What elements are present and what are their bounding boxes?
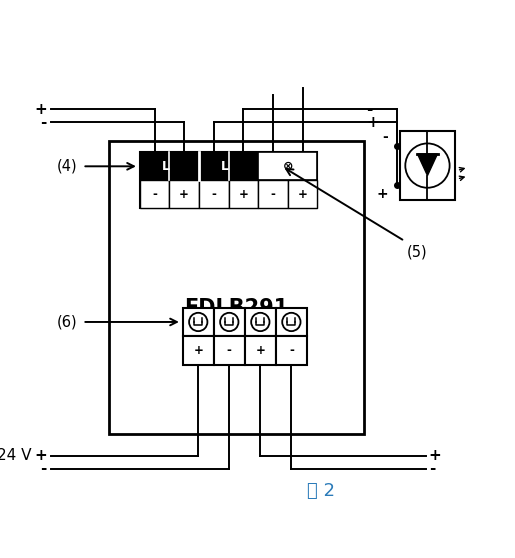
Text: +: +: [255, 344, 265, 357]
Text: ⊗: ⊗: [283, 160, 293, 173]
Polygon shape: [418, 154, 437, 176]
Text: +: +: [179, 187, 189, 200]
Text: +: +: [376, 187, 388, 201]
Text: +: +: [193, 344, 203, 357]
Bar: [169, 180, 199, 208]
Bar: [140, 152, 199, 180]
Bar: [199, 180, 229, 208]
Text: -: -: [289, 344, 294, 357]
Bar: [276, 307, 307, 336]
Bar: [276, 336, 307, 365]
Text: (6): (6): [57, 315, 78, 329]
Bar: [183, 336, 214, 365]
Text: -: -: [367, 102, 373, 117]
Bar: [245, 336, 276, 365]
Text: 24 V: 24 V: [0, 448, 31, 463]
Bar: [214, 336, 245, 365]
Text: -: -: [152, 187, 157, 200]
Text: -: -: [428, 461, 435, 476]
Text: +: +: [34, 448, 47, 463]
Text: -: -: [382, 130, 388, 144]
Text: L: L: [162, 160, 169, 173]
Text: -: -: [40, 461, 47, 476]
Text: +: +: [238, 187, 248, 200]
Text: L: L: [221, 160, 229, 173]
Bar: [140, 180, 169, 208]
Text: (4): (4): [57, 159, 78, 174]
Bar: [258, 152, 317, 180]
Bar: [199, 152, 258, 180]
Bar: [140, 152, 317, 208]
Text: -: -: [270, 187, 276, 200]
Text: -: -: [211, 187, 216, 200]
Text: +: +: [34, 102, 47, 117]
Text: -: -: [227, 344, 232, 357]
Text: (5): (5): [407, 245, 428, 260]
Bar: [258, 180, 288, 208]
Bar: [214, 307, 245, 336]
Bar: [229, 180, 258, 208]
Text: -: -: [40, 115, 47, 130]
Text: FDLB291: FDLB291: [184, 298, 288, 318]
Text: +: +: [428, 448, 441, 463]
Bar: [183, 307, 214, 336]
Bar: [109, 141, 364, 434]
Bar: [400, 131, 455, 200]
Bar: [288, 180, 317, 208]
Text: +: +: [367, 115, 380, 130]
Text: 图 2: 图 2: [307, 483, 335, 501]
Text: +: +: [298, 187, 307, 200]
Bar: [245, 307, 276, 336]
